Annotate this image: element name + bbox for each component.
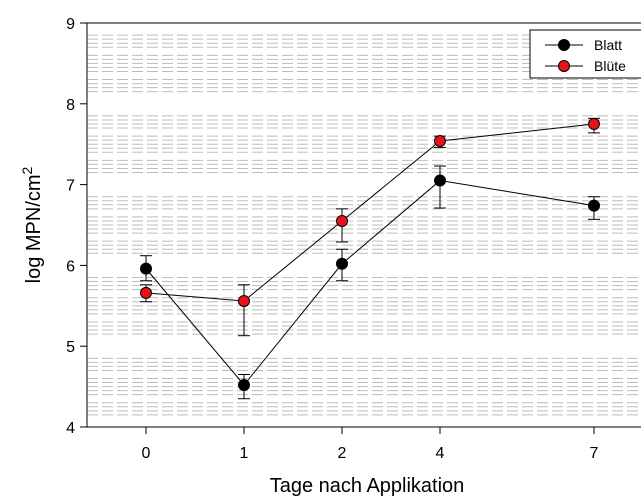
x-axis: 0 1 2 4 7: [142, 427, 599, 462]
data-point: [336, 214, 348, 227]
y-tick-label: 8: [66, 97, 75, 114]
data-point: [434, 134, 446, 147]
legend-marker: [558, 39, 570, 51]
legend-box: [529, 29, 641, 79]
y-tick-label: 6: [66, 258, 75, 275]
data-point: [434, 174, 446, 187]
legend-label: Blüte: [594, 58, 626, 74]
y-tick-label: 9: [66, 16, 75, 33]
grid-lines: [87, 34, 641, 416]
y-tick-label: 5: [66, 339, 75, 356]
y-axis: 4 5 6 7 8 9: [66, 16, 87, 437]
x-tick-label: 0: [142, 445, 151, 462]
y-tick-label: 4: [66, 420, 75, 437]
x-tick-label: 4: [436, 445, 445, 462]
series-blatt: [140, 165, 600, 400]
series-line: [145, 180, 595, 386]
plot-area-frame: [86, 22, 641, 428]
y-axis-label: log MPN/cm2: [19, 166, 45, 283]
y-axis-label-base: log MPN/cm: [23, 174, 45, 283]
data-point: [140, 286, 152, 299]
data-point: [238, 294, 250, 307]
y-axis-label-superscript: 2: [19, 166, 35, 174]
x-tick-label: 2: [338, 445, 347, 462]
legend: Blatt Blüte: [529, 29, 641, 79]
data-point: [140, 262, 152, 275]
x-tick-label: 7: [590, 445, 599, 462]
data-point: [238, 378, 250, 391]
legend-marker: [558, 60, 570, 72]
series-line: [145, 123, 595, 302]
data-point: [588, 118, 600, 130]
data-point: [588, 199, 600, 212]
data-point: [336, 257, 348, 270]
series-bluete: [140, 117, 600, 337]
y-tick-label: 7: [66, 178, 75, 195]
series-layer: [140, 117, 600, 400]
x-axis-label: Tage nach Applikation: [270, 475, 465, 497]
x-tick-label: 1: [240, 445, 249, 462]
legend-label: Blatt: [594, 37, 622, 53]
